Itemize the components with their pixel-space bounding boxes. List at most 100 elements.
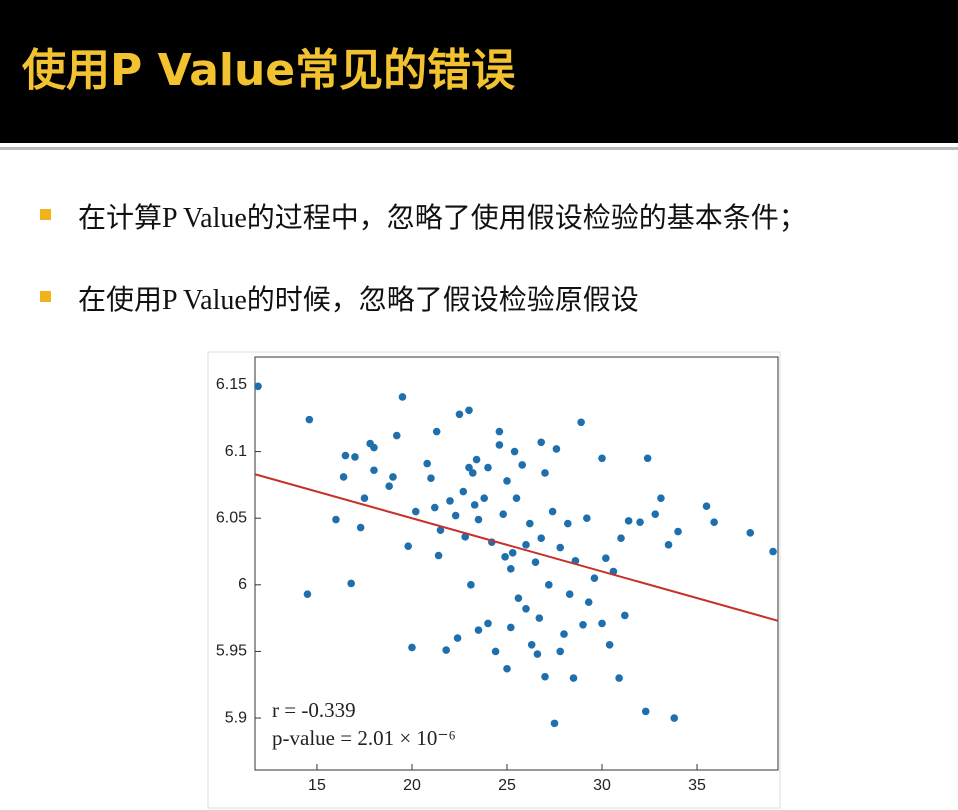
point: [474, 515, 483, 524]
point: [408, 643, 416, 652]
chart-frame: [207, 351, 781, 809]
point: [461, 533, 469, 541]
point: [495, 441, 504, 449]
point: [370, 466, 378, 475]
point: [550, 719, 559, 728]
point: [636, 518, 644, 526]
y-tick-label: 6.05: [216, 509, 247, 526]
point: [670, 714, 679, 722]
bullet-text: 在使用P Value的时候，忽略了假设检验原假设: [78, 285, 639, 316]
point: [484, 463, 492, 472]
point: [436, 526, 445, 534]
point: [537, 438, 546, 447]
point: [442, 646, 450, 654]
x-tick-label: 20: [403, 777, 421, 794]
point: [602, 554, 610, 562]
point: [453, 634, 462, 642]
point: [303, 590, 312, 598]
point: [360, 494, 369, 503]
x-tick-label: 25: [498, 777, 516, 794]
point: [527, 640, 536, 649]
point: [339, 473, 348, 481]
point: [398, 393, 407, 401]
point: [651, 510, 660, 519]
point: [537, 534, 546, 542]
y-tick-label: 6.1: [225, 443, 247, 460]
point: [465, 463, 473, 472]
point: [541, 469, 549, 477]
point: [467, 581, 475, 589]
point: [657, 494, 665, 503]
point: [427, 474, 435, 483]
point: [598, 619, 606, 628]
point: [556, 543, 565, 552]
point: [351, 453, 359, 461]
point: [404, 542, 412, 550]
point: [356, 523, 365, 532]
point: [470, 501, 479, 509]
point: [430, 503, 439, 512]
y-tick-label: 6: [238, 576, 247, 593]
point: [664, 541, 673, 549]
point: [702, 502, 711, 511]
point: [434, 551, 443, 560]
x-tick-label: 35: [688, 777, 706, 794]
point: [522, 541, 530, 549]
x-tick-label: 30: [593, 777, 611, 794]
point: [615, 674, 623, 682]
point: [499, 510, 507, 519]
point: [506, 623, 515, 632]
point: [579, 620, 587, 629]
point: [385, 482, 393, 491]
point: [514, 594, 523, 602]
point: [432, 427, 441, 436]
y-tick-label: 6.15: [216, 376, 247, 393]
point: [370, 443, 378, 452]
x-tick-label: 15: [308, 777, 326, 794]
slide-title: 使用P Value常见的错误: [22, 45, 516, 96]
point: [531, 558, 540, 566]
point: [641, 707, 650, 716]
point: [305, 415, 314, 424]
point: [564, 519, 572, 528]
bullet-icon: [40, 291, 51, 302]
point: [577, 418, 585, 427]
point: [465, 406, 473, 415]
point: [480, 494, 488, 503]
point: [474, 626, 483, 634]
point: [584, 598, 593, 606]
point: [503, 477, 511, 485]
y-tick-label: 5.9: [225, 709, 247, 726]
point: [506, 565, 515, 573]
point: [674, 527, 682, 536]
point: [491, 647, 500, 656]
point: [541, 672, 549, 681]
point: [510, 447, 519, 456]
point: [347, 579, 355, 588]
point: [468, 469, 477, 477]
point: [341, 451, 350, 460]
point: [332, 515, 340, 524]
point: [552, 445, 561, 453]
point: [548, 507, 557, 516]
point: [545, 581, 553, 589]
point: [710, 518, 718, 526]
point: [769, 547, 777, 556]
point: [746, 529, 755, 537]
point: [512, 494, 521, 503]
point: [598, 454, 606, 463]
point: [583, 514, 591, 523]
point: [495, 427, 504, 436]
point: [503, 664, 511, 673]
point: [643, 454, 652, 463]
point: [455, 410, 464, 419]
annotation: p-value = 2.01 × 10⁻⁶: [272, 726, 456, 750]
point: [565, 590, 574, 598]
bullet-icon: [40, 209, 51, 220]
point: [522, 604, 530, 613]
y-tick-label: 5.95: [216, 643, 247, 660]
point: [590, 574, 599, 582]
point: [501, 553, 509, 561]
point: [459, 487, 468, 496]
